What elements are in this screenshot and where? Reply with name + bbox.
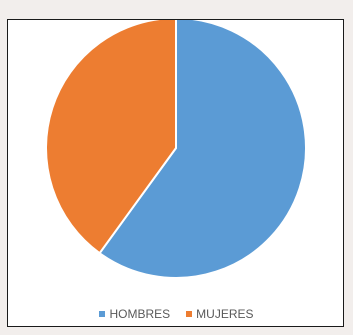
pie-slice-mujeres [45,20,177,255]
pie-slice-hombres [98,20,307,279]
legend-label-mujeres: MUJERES [196,307,254,321]
pie-chart [45,20,307,279]
legend-swatch-hombres [99,311,106,317]
chart-panel: HOMBRES MUJERES [7,19,344,327]
chart-legend: HOMBRES MUJERES [8,307,345,321]
pie-slices [45,20,307,279]
legend-item-hombres: HOMBRES [99,307,170,321]
legend-item-mujeres: MUJERES [186,307,254,321]
legend-swatch-mujeres [186,311,193,317]
legend-label-hombres: HOMBRES [109,307,171,321]
